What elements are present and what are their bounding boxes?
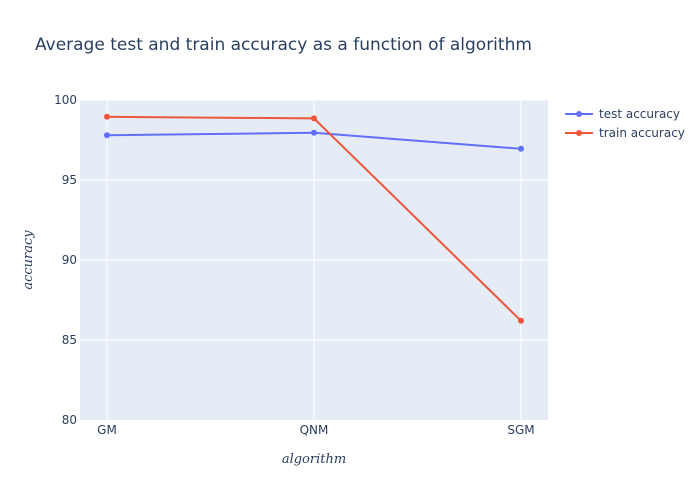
data-point[interactable] xyxy=(311,115,317,122)
series-train-accuracy xyxy=(104,113,524,324)
y-tick-label: 95 xyxy=(62,173,77,187)
data-point[interactable] xyxy=(518,145,524,152)
series-group xyxy=(104,113,524,324)
series-test-accuracy xyxy=(104,129,524,152)
x-tick-label: GM xyxy=(97,423,117,437)
y-tick-label: 80 xyxy=(62,413,77,427)
legend-item[interactable]: train accuracy xyxy=(565,126,685,140)
chart-title: Average test and train accuracy as a fun… xyxy=(35,35,532,55)
legend-marker xyxy=(576,130,582,136)
data-point[interactable] xyxy=(104,132,110,139)
data-point[interactable] xyxy=(518,317,524,324)
x-axis-title: algorithm xyxy=(282,452,346,467)
grid-lines xyxy=(80,99,548,420)
legend-label: train accuracy xyxy=(599,126,685,140)
legend[interactable]: test accuracy train accuracy xyxy=(565,107,685,140)
y-tick-labels: 80 85 90 95 100 xyxy=(54,93,77,427)
x-tick-label: SGM xyxy=(507,423,534,437)
y-tick-label: 85 xyxy=(62,333,77,347)
legend-item[interactable]: test accuracy xyxy=(565,107,680,121)
legend-label: test accuracy xyxy=(599,107,680,121)
x-tick-label: QNM xyxy=(300,423,329,437)
legend-marker xyxy=(576,111,582,117)
y-tick-label: 90 xyxy=(62,253,77,267)
x-tick-labels: GM QNM SGM xyxy=(97,423,534,437)
y-tick-label: 100 xyxy=(54,93,77,107)
y-axis-title: accuracy xyxy=(21,230,36,290)
data-point[interactable] xyxy=(104,113,110,120)
data-point[interactable] xyxy=(311,129,317,136)
